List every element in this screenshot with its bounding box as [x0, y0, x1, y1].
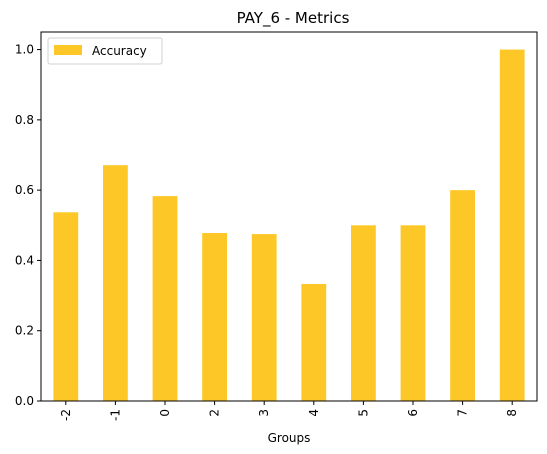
- x-tick-label: 2: [208, 409, 222, 417]
- bar-6: [400, 225, 426, 401]
- plot-frame: [40, 31, 538, 402]
- bar--2: [53, 212, 79, 401]
- x-tick-label: 8: [505, 409, 519, 417]
- bar-2: [202, 233, 227, 401]
- x-tick-label: 4: [307, 409, 321, 417]
- x-axis: -2 -1 0 2 3 4 5 6 7 8: [59, 401, 519, 421]
- bars-group: [53, 49, 525, 401]
- y-tick-label: 0.4: [15, 253, 34, 267]
- x-axis-label: Groups: [268, 431, 311, 445]
- x-tick-label: 6: [406, 409, 420, 417]
- y-tick-label: 0.6: [15, 183, 34, 197]
- legend-box: [47, 37, 163, 65]
- y-tick-label: 0.2: [15, 324, 34, 338]
- x-tick-label: 5: [356, 409, 370, 417]
- bar--1: [103, 165, 128, 401]
- legend-label-accuracy: Accuracy: [92, 44, 147, 58]
- bar-4: [301, 283, 327, 401]
- bar-3: [251, 234, 277, 401]
- y-axis: 0.0 0.2 0.4 0.6 0.8 1.0: [15, 43, 41, 408]
- legend-swatch: [54, 45, 82, 55]
- y-tick-label: 0.0: [15, 394, 34, 408]
- bar-8: [499, 49, 525, 401]
- bar-7: [450, 190, 475, 401]
- x-tick-label: -2: [59, 409, 73, 421]
- x-tick-label: 0: [158, 409, 172, 417]
- legend: Accuracy: [47, 37, 163, 65]
- bar-0: [152, 196, 178, 401]
- x-tick-label: -1: [108, 409, 122, 421]
- chart-title: PAY_6 - Metrics: [237, 9, 350, 28]
- y-tick-label: 0.8: [15, 113, 34, 127]
- x-tick-label: 3: [257, 409, 271, 417]
- x-tick-label: 7: [456, 409, 470, 417]
- y-tick-label: 1.0: [15, 43, 34, 57]
- bar-5: [351, 225, 376, 401]
